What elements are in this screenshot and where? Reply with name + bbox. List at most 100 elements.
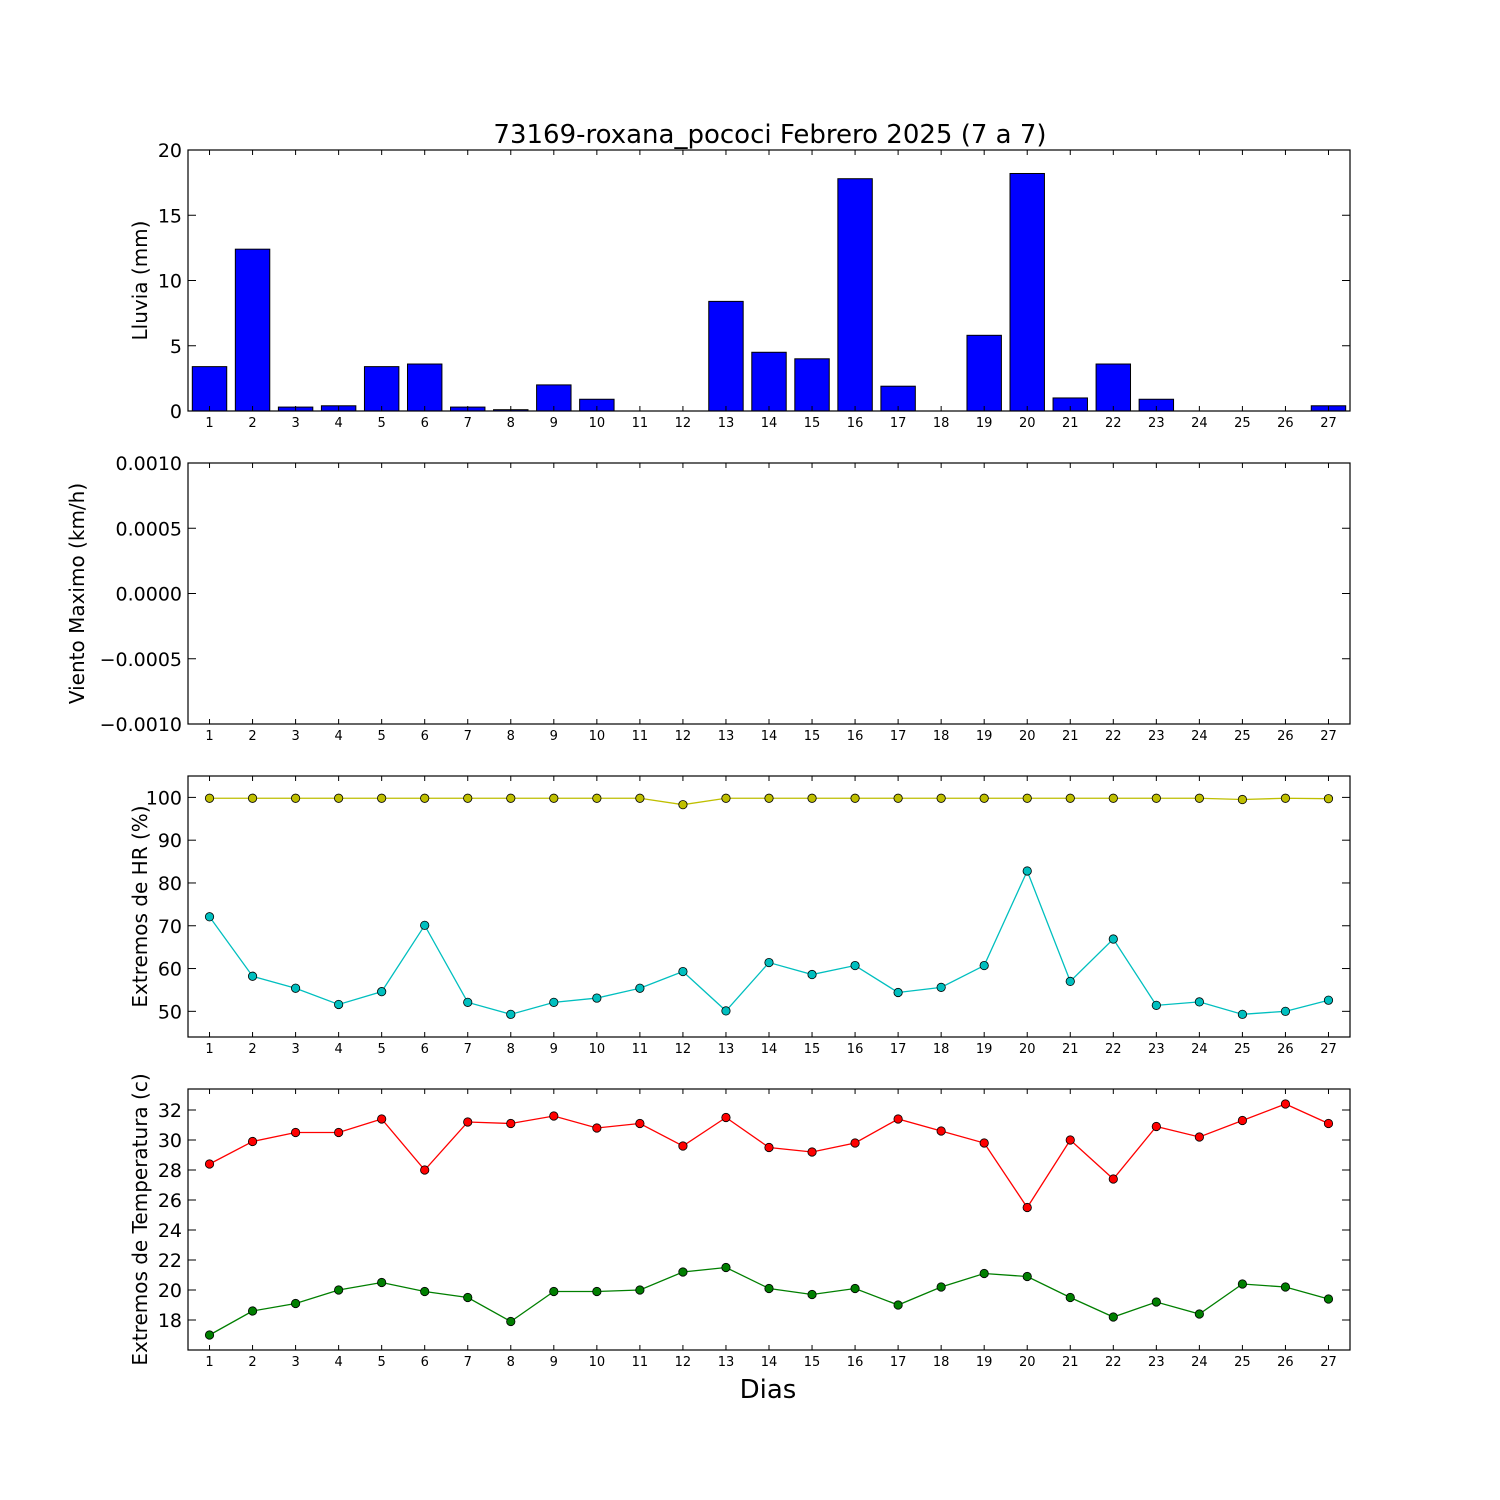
series-2-point-day-25 — [1237, 1009, 1248, 1019]
x-tick-label: 5 — [378, 1355, 386, 1370]
series-2-point-day-23 — [1151, 1297, 1161, 1307]
x-tick-label: 15 — [804, 1042, 821, 1057]
x-tick-label: 26 — [1277, 729, 1294, 744]
y-tick-label: 10 — [158, 271, 182, 293]
y-tick-label: 20 — [158, 1280, 182, 1302]
series-2-point-day-21 — [1065, 976, 1075, 986]
series-2-point-day-3 — [290, 983, 301, 993]
series-2-point-day-15 — [807, 969, 817, 980]
x-tick-label: 22 — [1105, 1355, 1122, 1370]
x-tick-label: 4 — [334, 1355, 342, 1370]
x-tick-label: 23 — [1148, 729, 1165, 744]
x-tick-label: 15 — [804, 1355, 821, 1370]
series-1-point-day-23 — [1151, 793, 1161, 803]
series-2-point-day-22 — [1108, 934, 1118, 944]
series-2-point-day-14 — [764, 1283, 774, 1294]
x-tick-label: 3 — [291, 1042, 299, 1057]
series-1-point-day-15 — [807, 793, 817, 803]
x-tick-label: 19 — [976, 1042, 993, 1057]
series-1-point-day-24 — [1194, 1132, 1204, 1142]
series-2-point-day-24 — [1194, 1309, 1204, 1319]
x-tick-label: 19 — [976, 729, 993, 744]
x-tick-label: 4 — [334, 416, 342, 431]
series-2-point-day-20 — [1022, 866, 1032, 876]
x-tick-label: 2 — [248, 729, 256, 744]
x-tick-label: 3 — [291, 416, 299, 431]
series-1-point-day-27 — [1323, 1118, 1334, 1129]
x-tick-label: 8 — [507, 729, 515, 744]
x-tick-label: 23 — [1148, 1355, 1165, 1370]
x-tick-label: 24 — [1191, 416, 1208, 431]
series-1-point-day-17 — [893, 1114, 903, 1124]
x-tick-label: 10 — [589, 416, 606, 431]
series-1-point-day-26 — [1280, 793, 1291, 803]
y-tick-label: 18 — [158, 1310, 182, 1332]
series-1-point-day-20 — [1022, 793, 1032, 803]
series-1-point-day-25 — [1237, 794, 1248, 805]
x-tick-label: 24 — [1191, 1355, 1208, 1370]
x-tick-label: 18 — [933, 1042, 950, 1057]
y-tick-label: 0.0005 — [116, 518, 182, 540]
bar-day-14 — [751, 351, 787, 412]
x-tick-label: 27 — [1320, 1355, 1337, 1370]
x-tick-label: 17 — [890, 416, 907, 431]
series-2-point-day-9 — [549, 1286, 559, 1297]
x-tick-label: 8 — [507, 416, 515, 431]
series-2-point-day-4 — [334, 999, 344, 1010]
x-tick-label: 24 — [1191, 1042, 1208, 1057]
y-axis-label: Viento Maximo (km/h) — [65, 483, 89, 704]
bar-day-1 — [191, 366, 228, 412]
x-tick-label: 17 — [890, 729, 907, 744]
series-2-point-day-15 — [807, 1289, 817, 1300]
series-1-point-day-11 — [635, 793, 645, 803]
series-1-point-day-3 — [290, 793, 301, 803]
series-1-point-day-24 — [1194, 793, 1204, 803]
series-1-point-day-22 — [1108, 793, 1118, 803]
x-tick-label: 7 — [464, 1042, 472, 1057]
x-tick-label: 5 — [378, 416, 386, 431]
x-tick-label: 26 — [1277, 1042, 1294, 1057]
series-1-point-day-10 — [592, 793, 602, 803]
series-1-point-day-5 — [377, 1114, 387, 1124]
x-tick-label: 7 — [464, 729, 472, 744]
x-tick-label: 27 — [1320, 729, 1337, 744]
series-2-point-day-2 — [247, 1306, 258, 1316]
series-1-point-day-1 — [204, 793, 215, 803]
series-2-point-day-5 — [377, 987, 387, 997]
x-tick-label: 1 — [205, 1042, 213, 1057]
x-tick-label: 1 — [205, 1355, 213, 1370]
x-tick-label: 18 — [933, 416, 950, 431]
y-tick-label: 70 — [158, 916, 182, 938]
series-2-point-day-20 — [1022, 1271, 1032, 1282]
series-2-point-day-8 — [506, 1009, 516, 1019]
x-tick-label: 11 — [632, 416, 649, 431]
series-1-point-day-20 — [1022, 1202, 1032, 1213]
series-2-point-day-7 — [463, 997, 473, 1007]
x-tick-label: 2 — [248, 1355, 256, 1370]
y-tick-label: 0 — [170, 401, 182, 423]
series-2-point-day-19 — [979, 1268, 989, 1279]
x-tick-label: 13 — [718, 1355, 735, 1370]
series-2-point-day-17 — [893, 987, 903, 998]
series-1-point-day-12 — [678, 1141, 688, 1151]
x-tick-label: 3 — [291, 729, 299, 744]
series-2-point-day-12 — [678, 1267, 688, 1277]
x-tick-label: 20 — [1019, 1355, 1036, 1370]
x-tick-label: 5 — [378, 1042, 386, 1057]
x-tick-label: 25 — [1234, 729, 1251, 744]
series-1-point-day-2 — [247, 1136, 258, 1147]
y-tick-label: 22 — [158, 1250, 182, 1272]
series-1-point-day-7 — [463, 793, 473, 803]
series-1-point-day-1 — [204, 1159, 215, 1169]
series-1-point-day-18 — [936, 1126, 946, 1136]
x-tick-label: 8 — [507, 1355, 515, 1370]
series-2-point-day-11 — [635, 1285, 645, 1295]
series-1-point-day-10 — [592, 1123, 602, 1133]
x-tick-label: 23 — [1148, 416, 1165, 431]
series-1-point-day-7 — [463, 1117, 473, 1127]
